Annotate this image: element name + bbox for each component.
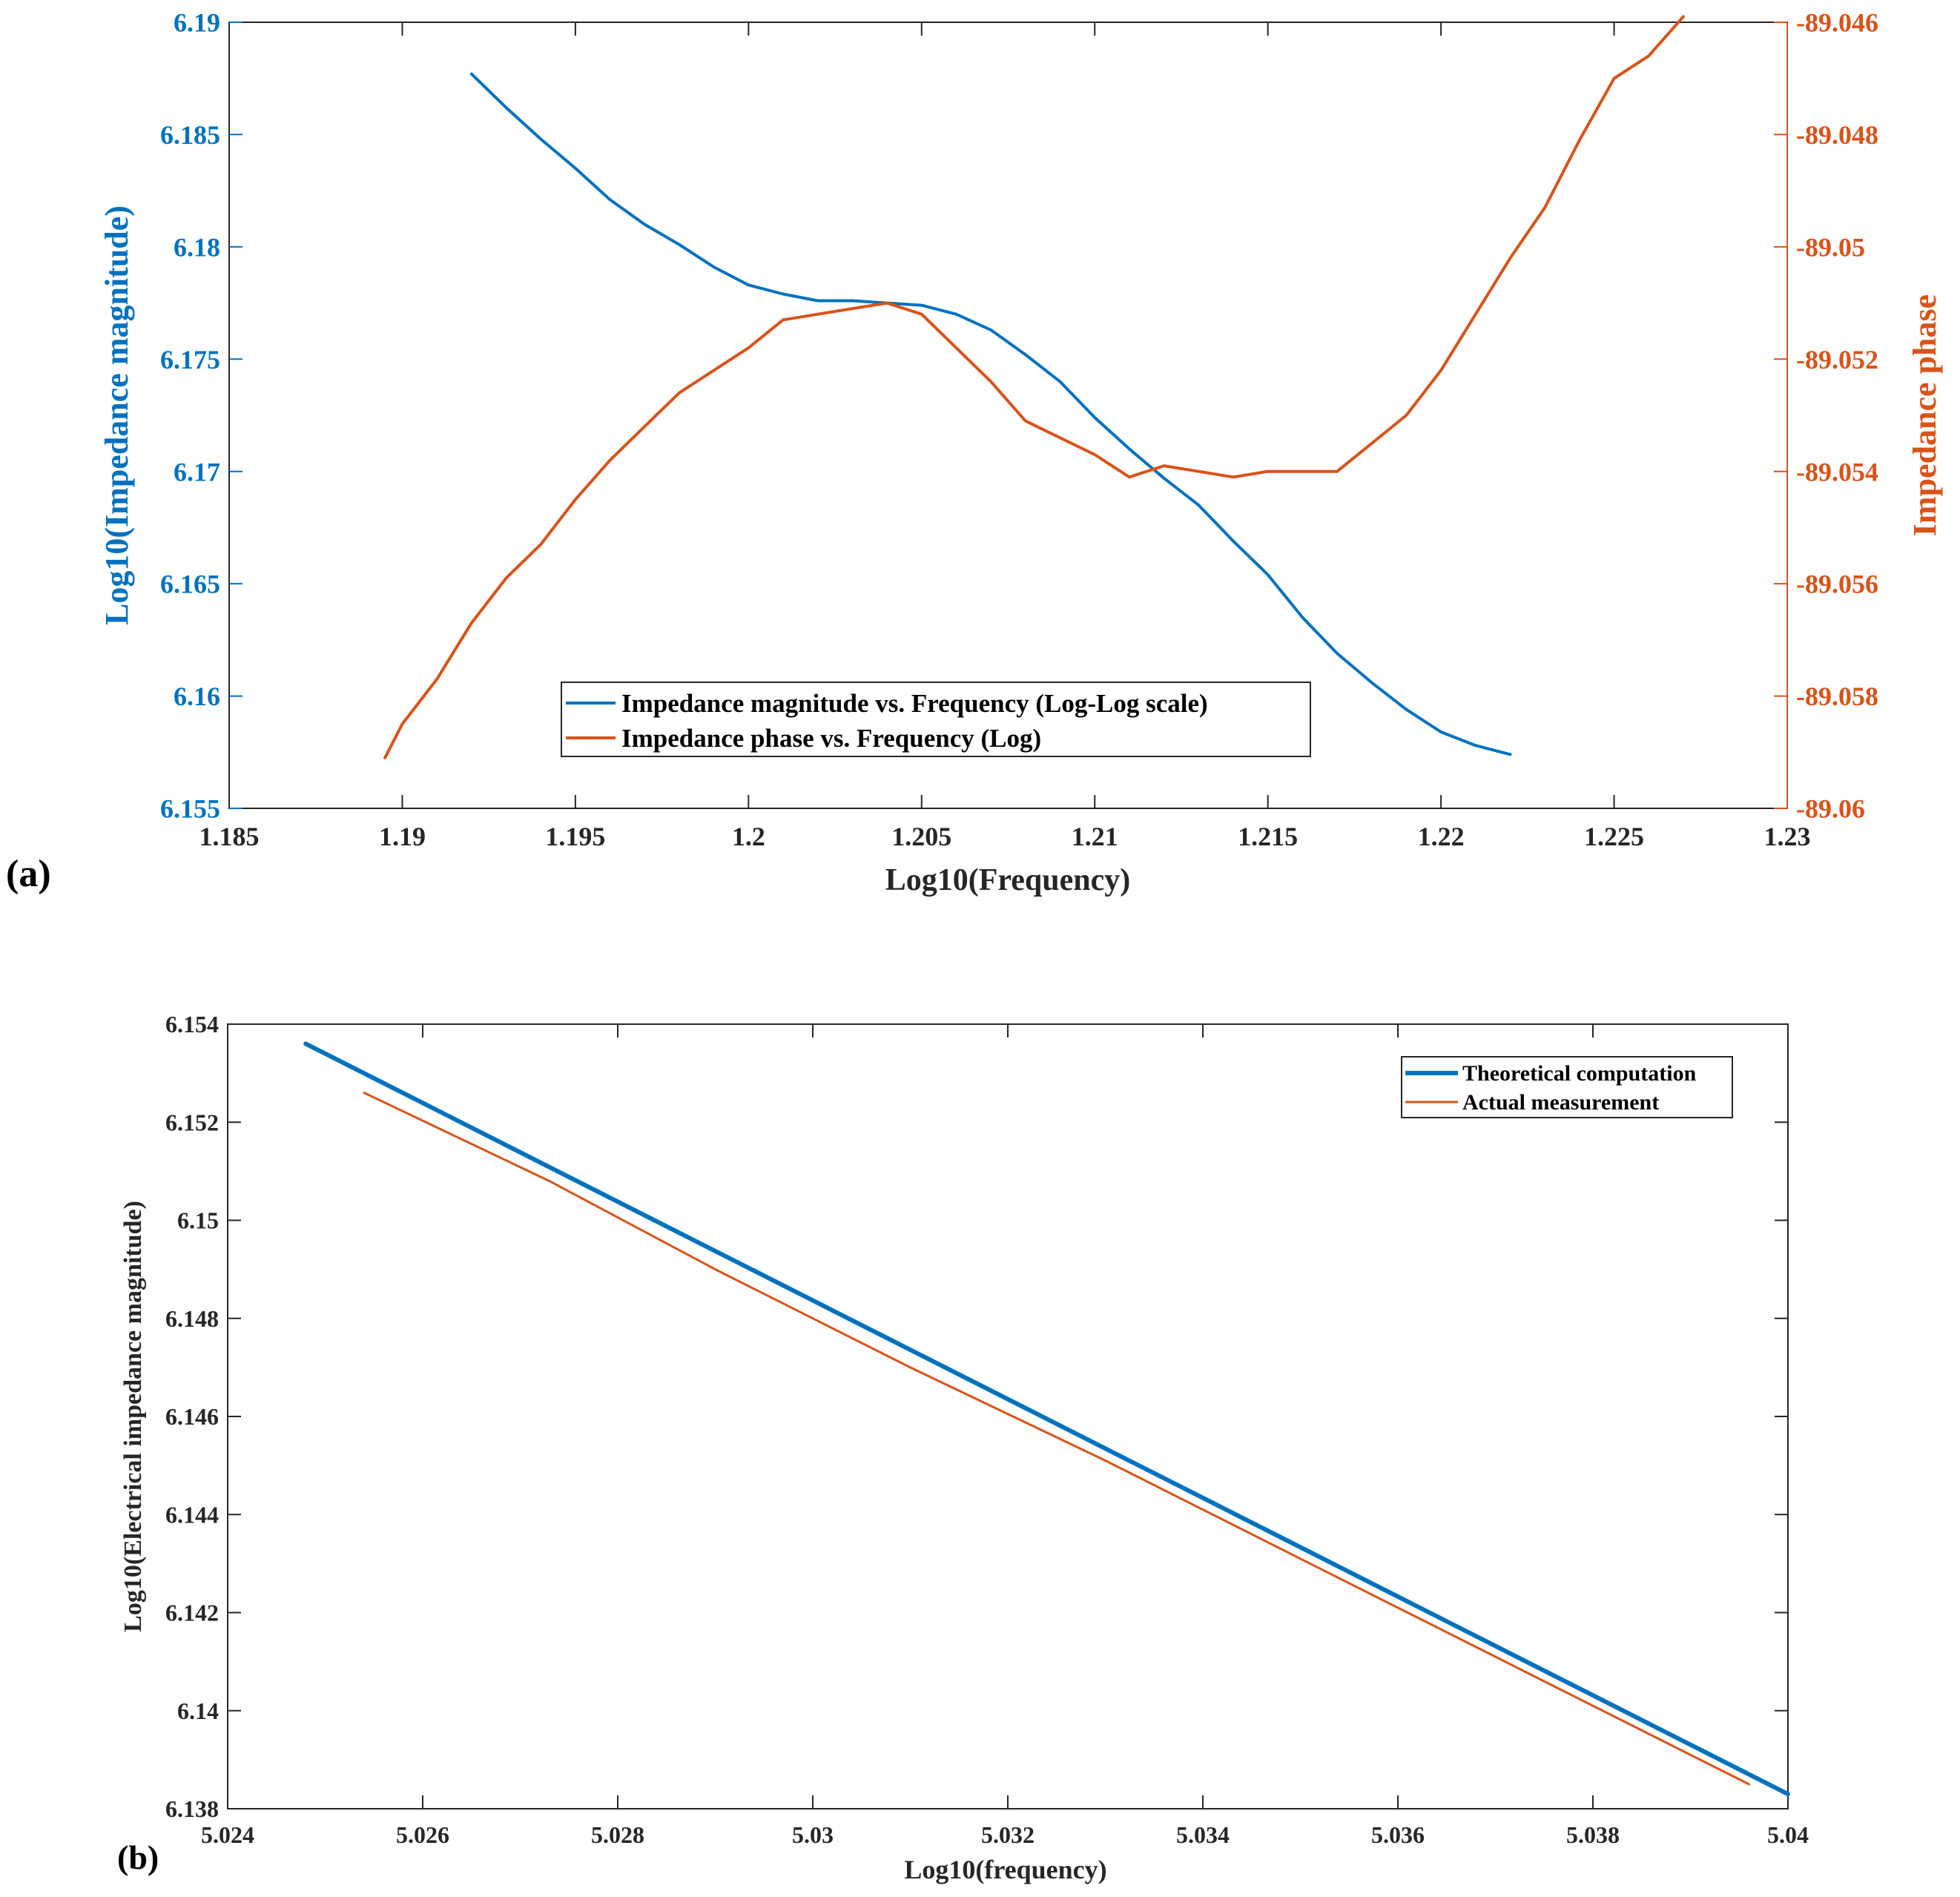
a-y2-tick-label: -89.05 [1796, 232, 1865, 262]
a-series-line-1 [383, 15, 1685, 759]
b-legend-box [1401, 1056, 1733, 1118]
b-x-tick-label: 5.026 [396, 1821, 449, 1848]
a-y2-tick-label: -89.056 [1796, 570, 1878, 599]
b-x-tick-label: 5.04 [1767, 1821, 1809, 1848]
a-x-tick-label: 1.215 [1238, 822, 1298, 851]
a-legend: Impedance magnitude vs. Frequency (Log-L… [561, 682, 1311, 757]
a-x-tick-label: 1.19 [379, 822, 426, 851]
a-y2-axis-title: Impedance phase [1907, 294, 1943, 536]
b-x-tick-label: 5.028 [591, 1821, 644, 1848]
b-y-axis-title: Log10(Electrical impedance magnitude) [119, 1201, 147, 1632]
b-series-line-0 [303, 1041, 1790, 1797]
b-y-tick-label: 6.152 [165, 1109, 219, 1135]
a-x-tick-label: 1.195 [545, 822, 605, 851]
b-y-axis: 6.138 6.14 6.142 6.144 6.146 6.148 6.15 6.152 6.… [165, 1011, 1788, 1822]
a-x-tick-label: 1.205 [891, 822, 951, 851]
plot-b-frame [227, 1023, 1789, 1809]
b-x-tick-label: 5.034 [1176, 1821, 1230, 1848]
a-plot-lines [383, 15, 1685, 759]
a-x-tick-label: 1.22 [1418, 822, 1465, 851]
a-panel-label: (a) [6, 853, 51, 895]
a-y2-tick-label: -89.06 [1796, 794, 1865, 824]
b-x-tick-label: 5.032 [981, 1821, 1035, 1848]
b-y-tick-label: 6.154 [165, 1011, 219, 1037]
a-series-line-0 [469, 72, 1512, 756]
b-legend-entry-measurement: Actual measurement [1462, 1090, 1659, 1115]
b-y-tick-label: 6.14 [177, 1698, 219, 1724]
a-y2-tick-label: -89.046 [1796, 8, 1878, 38]
a-y2-tick-label: -89.048 [1796, 120, 1878, 150]
a-y-tick-label: 6.185 [160, 120, 220, 150]
a-legend-entry-phase: Impedance phase vs. Frequency (Log) [621, 724, 1041, 753]
a-legend-box [561, 682, 1311, 757]
a-y2-tick-label: -89.058 [1796, 682, 1878, 711]
b-x-axis: 5.024 5.026 5.028 5.03 5.032 5.034 5.036 5.038 5… [201, 1024, 1809, 1848]
a-x-tick-label: 1.225 [1584, 822, 1644, 851]
b-y-tick-label: 6.146 [165, 1403, 219, 1430]
b-panel-label: (b) [117, 1838, 159, 1876]
a-y-tick-label: 6.19 [174, 8, 220, 38]
a-y-axis-left: 6.155 6.16 6.165 6.17 6.175 6.18 6.185 6.19 [160, 8, 242, 824]
b-series-line-1 [363, 1092, 1750, 1786]
a-x-tick-label: 1.23 [1764, 822, 1811, 851]
a-x-axis-title: Log10(Frequency) [885, 863, 1131, 897]
b-x-tick-label: 5.024 [201, 1821, 254, 1848]
b-y-tick-label: 6.15 [177, 1207, 219, 1234]
b-y-tick-label: 6.138 [165, 1795, 219, 1822]
b-y-tick-label: 6.142 [165, 1600, 219, 1626]
a-y2-tick-label: -89.054 [1796, 457, 1878, 486]
b-x-tick-label: 5.036 [1371, 1821, 1425, 1848]
a-x-tick-label: 1.185 [199, 822, 260, 851]
b-x-tick-label: 5.038 [1566, 1821, 1620, 1848]
a-y-tick-label: 6.18 [174, 232, 220, 262]
a-y-axis-right: -89.06 -89.058 -89.056 -89.054 -89.052 -89.05… [1774, 8, 1878, 824]
b-y-tick-label: 6.148 [165, 1305, 219, 1332]
b-x-tick-label: 5.03 [792, 1821, 834, 1848]
a-y-tick-label: 6.155 [160, 794, 220, 824]
a-y-tick-label: 6.16 [174, 682, 220, 711]
a-x-tick-label: 1.21 [1072, 822, 1118, 851]
a-y2-tick-label: -89.052 [1796, 345, 1878, 375]
a-legend-entry-magnitude: Impedance magnitude vs. Frequency (Log-L… [621, 689, 1208, 718]
panel-a: 1.185 1.19 1.195 1.2 1.205 1.21 1.215 1.22 1.225… [6, 8, 1943, 897]
panel-b: 5.024 5.026 5.028 5.03 5.032 5.034 5.036 5.038 5… [117, 1011, 1809, 1884]
a-y-tick-label: 6.165 [160, 570, 220, 599]
b-y-tick-label: 6.144 [165, 1501, 219, 1528]
b-legend: Theoretical computation Actual measureme… [1401, 1056, 1733, 1118]
b-legend-entry-theoretical: Theoretical computation [1462, 1061, 1697, 1086]
b-plot-lines [303, 1041, 1790, 1797]
b-x-axis-title: Log10(frequency) [904, 1855, 1106, 1884]
a-x-axis: 1.185 1.19 1.195 1.2 1.205 1.21 1.215 1.22 1.225… [199, 22, 1811, 851]
a-y-tick-label: 6.17 [174, 457, 220, 486]
a-x-tick-label: 1.2 [732, 822, 765, 851]
a-y-axis-title: Log10(Impedance magnitude) [99, 205, 135, 625]
a-y-tick-label: 6.175 [160, 345, 220, 375]
plot-a-frame [228, 22, 1788, 809]
